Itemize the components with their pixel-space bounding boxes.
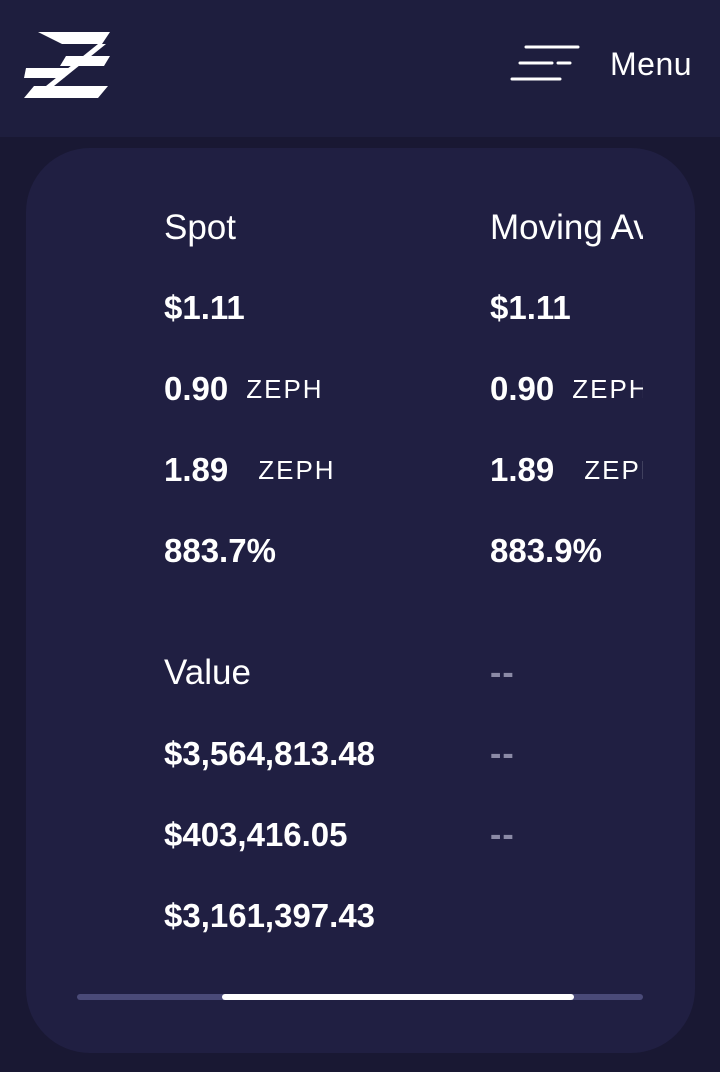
percent-value: 883.7% bbox=[164, 532, 276, 569]
value-amount: $3,161,397.43 bbox=[164, 897, 376, 934]
price-value: $1.11 bbox=[490, 289, 571, 326]
ratio-value: 0.90 bbox=[490, 370, 555, 407]
horizontal-scroll-area[interactable]: Spot $1.11 0.90 ZEPH 1.89 ZEPH 883.7% Va… bbox=[164, 148, 643, 968]
ratio-value: 0.90 bbox=[164, 370, 229, 407]
ratio-unit: ZEPH bbox=[258, 454, 336, 485]
value-amount: $3,564,813.48 bbox=[164, 735, 376, 772]
horizontal-scrollbar[interactable] bbox=[77, 994, 643, 1000]
ratio-row: 1.89 ZEPH bbox=[164, 450, 336, 490]
ratio-unit: ZEPH bbox=[246, 373, 324, 404]
ratio-row: 1.89 ZEPH bbox=[490, 450, 643, 490]
zephyr-logo-icon[interactable] bbox=[24, 30, 112, 100]
menu-label: Menu bbox=[610, 45, 693, 82]
percent-value: 883.9% bbox=[490, 532, 602, 569]
scrollbar-thumb[interactable] bbox=[222, 994, 574, 1000]
ratio-unit: ZEPH bbox=[584, 454, 643, 485]
hamburger-menu-icon bbox=[510, 45, 580, 81]
ratio-value: 1.89 bbox=[164, 451, 229, 488]
stats-card: Spot $1.11 0.90 ZEPH 1.89 ZEPH 883.7% Va… bbox=[26, 148, 695, 1053]
value-amount: $403,416.05 bbox=[164, 816, 348, 853]
value-heading: Value bbox=[164, 653, 251, 692]
empty-value: -- bbox=[490, 653, 515, 692]
column-heading: Spot bbox=[164, 208, 236, 247]
ratio-row: 0.90 ZEPH bbox=[490, 369, 643, 409]
price-value: $1.11 bbox=[164, 289, 245, 326]
empty-value: -- bbox=[490, 815, 515, 854]
top-header: Menu bbox=[0, 0, 720, 137]
menu-button[interactable]: Menu bbox=[504, 36, 704, 92]
ratio-value: 1.89 bbox=[490, 451, 555, 488]
empty-value: -- bbox=[490, 734, 515, 773]
ratio-unit: ZEPH bbox=[572, 373, 643, 404]
column-heading: Moving Av bbox=[490, 208, 643, 247]
ratio-row: 0.90 ZEPH bbox=[164, 369, 324, 409]
